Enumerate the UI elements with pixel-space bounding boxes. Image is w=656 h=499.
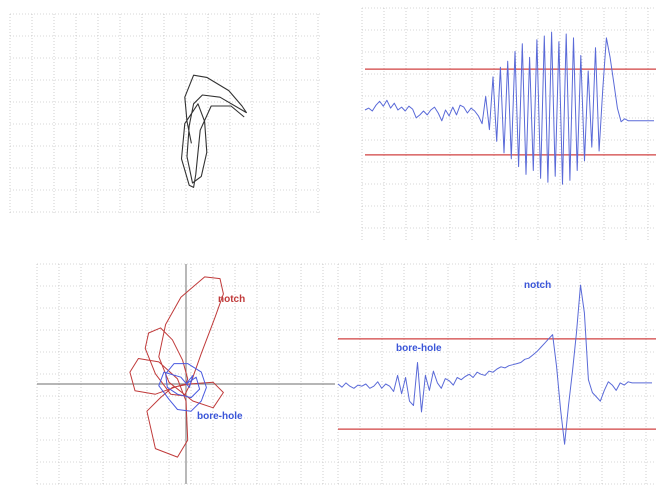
signal-trace-plot-bottom: notch bore-hole bbox=[330, 250, 656, 494]
signal-trace-chart-top bbox=[361, 7, 656, 240]
bore-hole-label-impedance: bore-hole bbox=[197, 411, 243, 422]
bore-hole-label-signal: bore-hole bbox=[396, 343, 442, 354]
signal-trace bbox=[337, 284, 652, 445]
impedance-plane-chart-bottom: notch bore-hole bbox=[36, 263, 335, 485]
notch-label-signal: notch bbox=[524, 280, 551, 291]
notch-label-impedance: notch bbox=[218, 294, 245, 305]
signal-trace-chart-bottom: notch bore-hole bbox=[337, 263, 656, 485]
impedance-plane-chart-top bbox=[9, 13, 320, 214]
impedance-trace bbox=[180, 74, 247, 188]
impedance-plane-plot-bottom: notch bore-hole bbox=[0, 250, 340, 494]
signal-trace bbox=[364, 31, 654, 185]
signal-trace-plot-top bbox=[330, 0, 656, 245]
notch-impedance-trace bbox=[129, 276, 224, 458]
impedance-plane-plot-top bbox=[0, 0, 330, 225]
bore-hole-impedance-trace bbox=[158, 363, 207, 412]
